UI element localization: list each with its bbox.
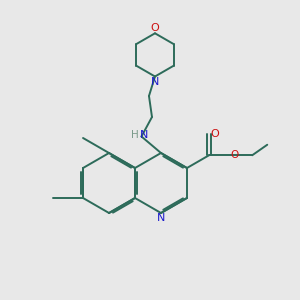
Text: O: O [151, 23, 159, 33]
Text: N: N [151, 77, 159, 87]
Text: H: H [131, 130, 139, 140]
Text: O: O [210, 129, 219, 139]
Text: N: N [140, 130, 148, 140]
Text: N: N [157, 213, 165, 224]
Text: O: O [230, 150, 238, 160]
